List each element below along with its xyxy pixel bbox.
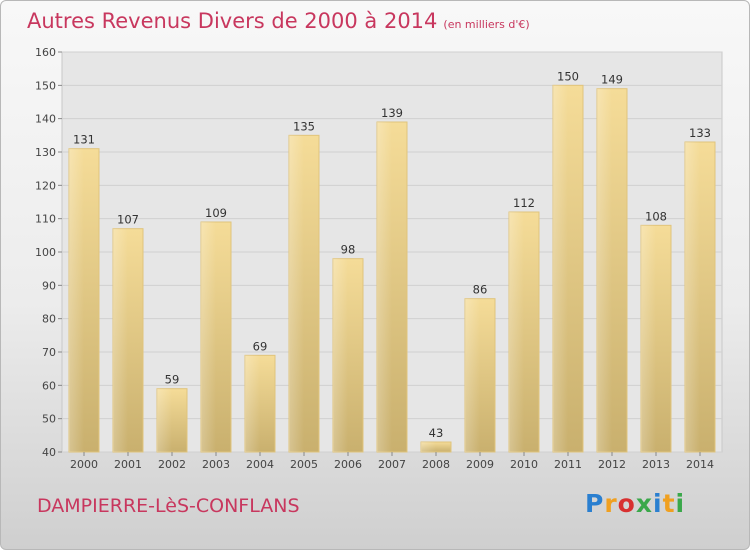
y-tick-label: 60: [42, 379, 56, 392]
y-tick-label: 130: [35, 146, 56, 159]
chart-subtitle: (en milliers d'€): [443, 18, 530, 31]
chart-title: Autres Revenus Divers de 2000 à 2014 (en …: [27, 9, 530, 33]
logo-letter: o: [617, 489, 636, 518]
x-tick-label: 2000: [70, 458, 98, 471]
chart-title-text: Autres Revenus Divers de 2000 à 2014: [27, 9, 438, 33]
bar-highlight: [377, 122, 392, 452]
y-tick-label: 120: [35, 179, 56, 192]
bar-value-label: 43: [429, 426, 444, 440]
logo-letter: x: [635, 489, 653, 518]
x-tick-label: 2014: [686, 458, 714, 471]
bar-value-label: 131: [73, 133, 95, 147]
bar-value-label: 135: [293, 119, 315, 133]
y-tick-label: 150: [35, 79, 56, 92]
bar-value-label: 59: [165, 373, 180, 387]
bar-value-label: 133: [689, 126, 711, 140]
x-tick-label: 2009: [466, 458, 494, 471]
x-tick-label: 2006: [334, 458, 362, 471]
bar-highlight: [685, 142, 700, 452]
bar-highlight: [509, 212, 524, 452]
y-tick-label: 70: [42, 346, 56, 359]
x-axis: 2000 2001 2002 2003 2004 2005 2006 2007 2008 2009…: [70, 452, 714, 471]
y-tick-label: 110: [35, 213, 56, 226]
bar-value-label: 139: [381, 106, 403, 120]
y-tick-label: 160: [35, 46, 56, 59]
x-tick-label: 2005: [290, 458, 318, 471]
x-tick-label: 2002: [158, 458, 186, 471]
bar-highlight: [113, 228, 128, 452]
bar-highlight: [465, 298, 480, 452]
proxiti-logo: Proxiti: [585, 489, 685, 518]
bar-highlight: [69, 148, 84, 452]
bar-highlight: [333, 258, 348, 452]
bar-highlight: [421, 442, 436, 452]
y-tick-label: 40: [42, 446, 56, 459]
bar-value-label: 108: [645, 209, 667, 223]
logo-letter: i: [653, 489, 663, 518]
x-tick-label: 2013: [642, 458, 670, 471]
bar-value-label: 149: [601, 73, 623, 87]
logo-letter: P: [585, 489, 605, 518]
x-tick-label: 2001: [114, 458, 142, 471]
bar-highlight: [641, 225, 656, 452]
logo-letter: t: [662, 489, 676, 518]
x-tick-label: 2007: [378, 458, 406, 471]
bar-value-label: 69: [253, 339, 268, 353]
y-tick-label: 80: [42, 313, 56, 326]
bar-value-label: 107: [117, 213, 139, 227]
y-tick-label: 140: [35, 113, 56, 126]
y-tick-label: 50: [42, 413, 56, 426]
bar-highlight: [597, 88, 612, 453]
bar-highlight: [201, 222, 216, 452]
x-tick-label: 2012: [598, 458, 626, 471]
bar-value-label: 109: [205, 206, 227, 220]
logo-letter: r: [604, 489, 618, 518]
bar-highlight: [245, 355, 260, 452]
x-tick-label: 2003: [202, 458, 230, 471]
x-tick-label: 2004: [246, 458, 274, 471]
x-tick-label: 2011: [554, 458, 582, 471]
bar-highlight: [553, 85, 568, 452]
bar-value-label: 150: [557, 69, 579, 83]
bars: 131 107 59 109 69 135 98 139 43 86 112 150 149 108 133: [68, 69, 716, 453]
bar-value-label: 86: [473, 283, 488, 297]
x-tick-label: 2008: [422, 458, 450, 471]
y-tick-label: 100: [35, 246, 56, 259]
bar-highlight: [157, 388, 172, 452]
logo-letter: i: [675, 489, 686, 518]
bar-highlight: [289, 135, 304, 453]
bar-value-label: 112: [513, 196, 535, 210]
town-name: DAMPIERRE-LèS-CONFLANS: [37, 495, 300, 517]
y-tick-label: 90: [42, 279, 56, 292]
x-tick-label: 2010: [510, 458, 538, 471]
y-axis: 40 50 60 70 80 90 100 110 120 130 140 150 160: [35, 46, 62, 459]
bar-value-label: 98: [341, 243, 356, 257]
